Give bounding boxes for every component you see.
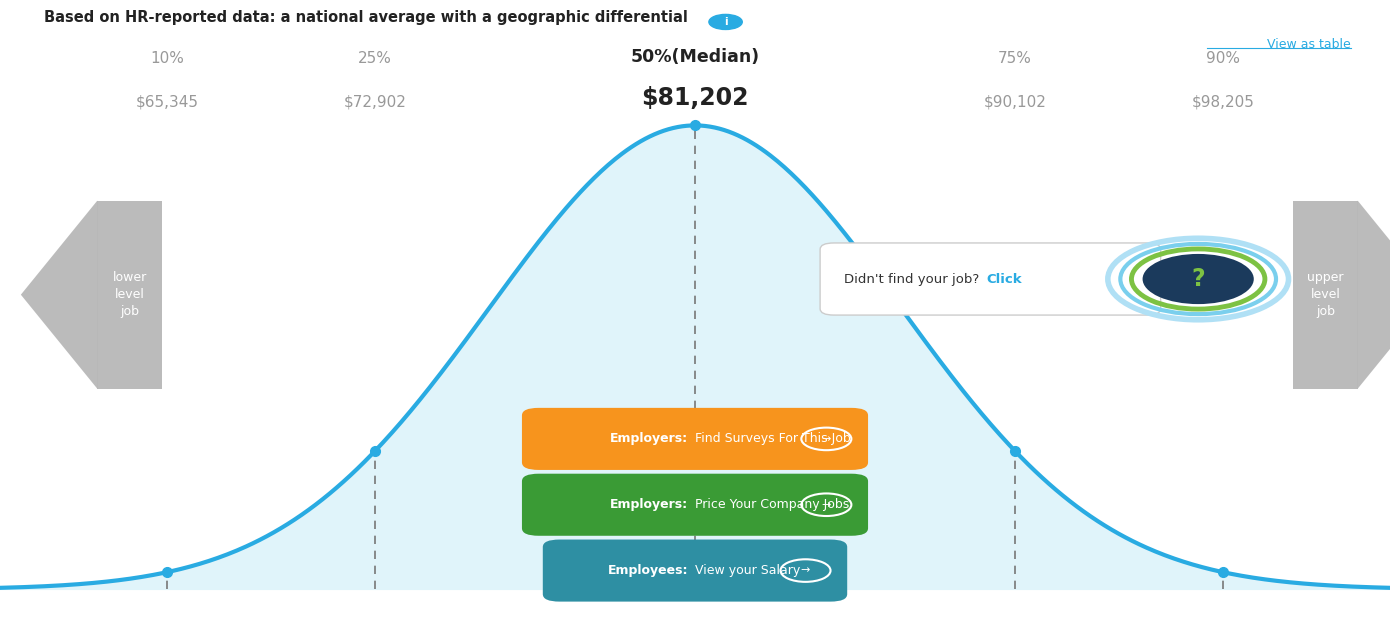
Text: upper
level
job: upper level job — [1308, 271, 1344, 318]
Text: $81,202: $81,202 — [641, 86, 749, 110]
Text: Employers:: Employers: — [610, 433, 688, 445]
Text: lower
level
job: lower level job — [113, 271, 147, 318]
FancyBboxPatch shape — [820, 243, 1161, 315]
Text: Based on HR-reported data: a national average with a geographic differential: Based on HR-reported data: a national av… — [44, 10, 688, 25]
Circle shape — [1143, 254, 1254, 304]
Text: Didn't find your job?: Didn't find your job? — [844, 273, 984, 285]
Text: View as table: View as table — [1268, 38, 1351, 51]
Text: $65,345: $65,345 — [135, 95, 199, 110]
Text: →: → — [801, 566, 810, 576]
Text: Employers:: Employers: — [610, 498, 688, 511]
Text: 10%: 10% — [150, 51, 183, 66]
Text: 90%: 90% — [1207, 51, 1240, 66]
Text: View your Salary: View your Salary — [691, 564, 801, 577]
Text: $90,102: $90,102 — [983, 95, 1047, 110]
FancyBboxPatch shape — [523, 408, 867, 470]
Text: Click: Click — [987, 273, 1022, 285]
Text: i: i — [724, 17, 727, 27]
Text: →: → — [821, 434, 831, 444]
FancyBboxPatch shape — [523, 474, 867, 535]
Polygon shape — [1358, 201, 1390, 389]
Text: $98,205: $98,205 — [1191, 95, 1255, 110]
Text: $72,902: $72,902 — [343, 95, 407, 110]
FancyBboxPatch shape — [542, 539, 847, 602]
Text: Employees:: Employees: — [607, 564, 688, 577]
Text: Price Your Company Jobs: Price Your Company Jobs — [691, 498, 849, 511]
Polygon shape — [21, 201, 97, 389]
Text: 75%: 75% — [998, 51, 1031, 66]
Bar — [1293, 201, 1358, 389]
Text: 25%: 25% — [359, 51, 392, 66]
Text: →: → — [821, 500, 831, 510]
Text: Find Surveys For This Job: Find Surveys For This Job — [691, 433, 851, 445]
Circle shape — [709, 14, 742, 29]
Text: ?: ? — [1191, 267, 1205, 291]
Bar — [97, 201, 163, 389]
Text: 50%(Median): 50%(Median) — [631, 48, 759, 66]
